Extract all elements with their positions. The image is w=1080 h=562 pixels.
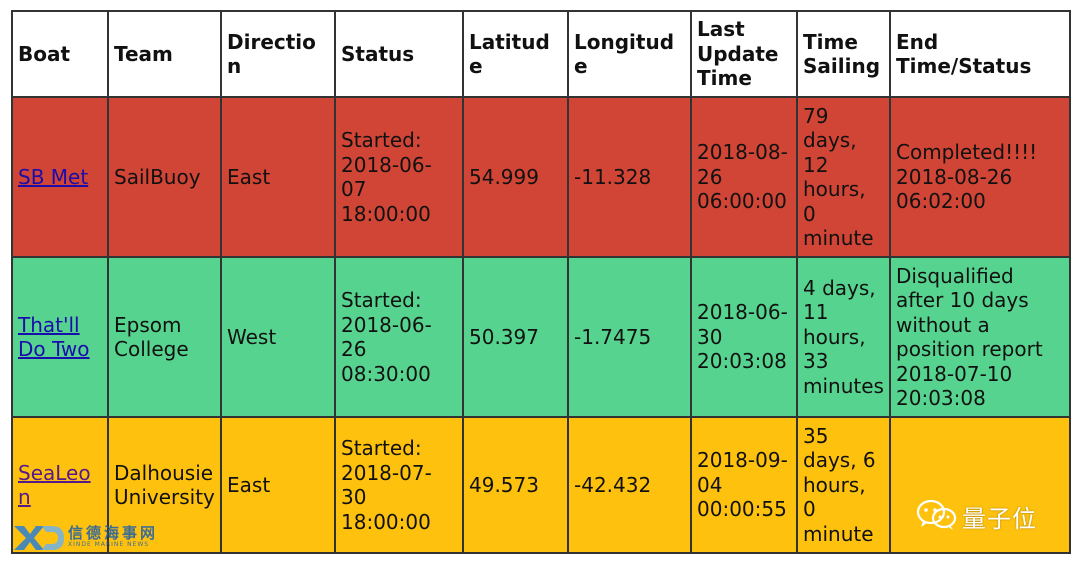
cell-team: Dalhousie University	[107, 416, 222, 554]
header-time-sailing: Time Sailing	[796, 10, 891, 98]
cell-boat: SB Met	[11, 96, 109, 258]
cell-last-update-time: 2018-06-30 20:03:08	[690, 256, 798, 418]
qbitai-watermark: 量子位	[916, 498, 1056, 533]
watermark-left-subtext: XINDE MARINE NEWS	[68, 541, 150, 548]
cell-direction: East	[220, 416, 336, 554]
cell-direction: West	[220, 256, 336, 418]
boat-link[interactable]: SB Met	[18, 164, 89, 189]
watermark-left-text: 信德海事网	[68, 524, 159, 542]
cell-latitude: 49.573	[462, 416, 569, 554]
cell-latitude: 54.999	[462, 96, 569, 258]
header-boat: Boat	[11, 10, 109, 98]
table-header-row: Boat Team Direction Status Latitude Long…	[11, 10, 1071, 98]
xd-logo-icon	[14, 526, 64, 550]
cell-latitude: 50.397	[462, 256, 569, 418]
cell-team: Epsom College	[107, 256, 222, 418]
header-direction: Direction	[220, 10, 336, 98]
cell-end-time-status: Completed!!!! 2018-08-26 06:02:00	[889, 96, 1071, 258]
table-row: SB Met SailBuoy East Started: 2018-06-07…	[11, 96, 1071, 258]
cell-status: Started: 2018-06-26 08:30:00	[334, 256, 464, 418]
cell-time-sailing: 79 days, 12 hours, 0 minute	[796, 96, 891, 258]
watermark-right-text: 量子位	[962, 505, 1037, 533]
cell-longitude: -1.7475	[567, 256, 692, 418]
header-longitude: Longitude	[567, 10, 692, 98]
cell-status: Started: 2018-07-30 18:00:00	[334, 416, 464, 554]
header-team: Team	[107, 10, 222, 98]
cell-status: Started: 2018-06-07 18:00:00	[334, 96, 464, 258]
cell-end-time-status: Disqualified after 10 days without a pos…	[889, 256, 1071, 418]
header-latitude: Latitude	[462, 10, 569, 98]
wechat-icon	[916, 499, 957, 530]
cell-longitude: -42.432	[567, 416, 692, 554]
boat-status-table: Boat Team Direction Status Latitude Long…	[11, 10, 1071, 554]
cell-time-sailing: 35 days, 6 hours, 0 minute	[796, 416, 891, 554]
cell-direction: East	[220, 96, 336, 258]
cell-end-time-status	[889, 416, 1071, 554]
boat-link[interactable]: That'll Do Two	[18, 312, 90, 362]
cell-team: SailBuoy	[107, 96, 222, 258]
cell-time-sailing: 4 days, 11 hours, 33 minutes	[796, 256, 891, 418]
boat-link[interactable]: SeaLeon	[18, 460, 91, 510]
cell-last-update-time: 2018-08-26 06:00:00	[690, 96, 798, 258]
header-end-time-status: End Time/Status	[889, 10, 1071, 98]
xinde-marine-watermark: 信德海事网 XINDE MARINE NEWS	[12, 522, 172, 552]
cell-boat: That'll Do Two	[11, 256, 109, 418]
table-row: That'll Do Two Epsom College West Starte…	[11, 256, 1071, 418]
header-status: Status	[334, 10, 464, 98]
header-last-update-time: Last Update Time	[690, 10, 798, 98]
cell-last-update-time: 2018-09-04 00:00:55	[690, 416, 798, 554]
cell-longitude: -11.328	[567, 96, 692, 258]
